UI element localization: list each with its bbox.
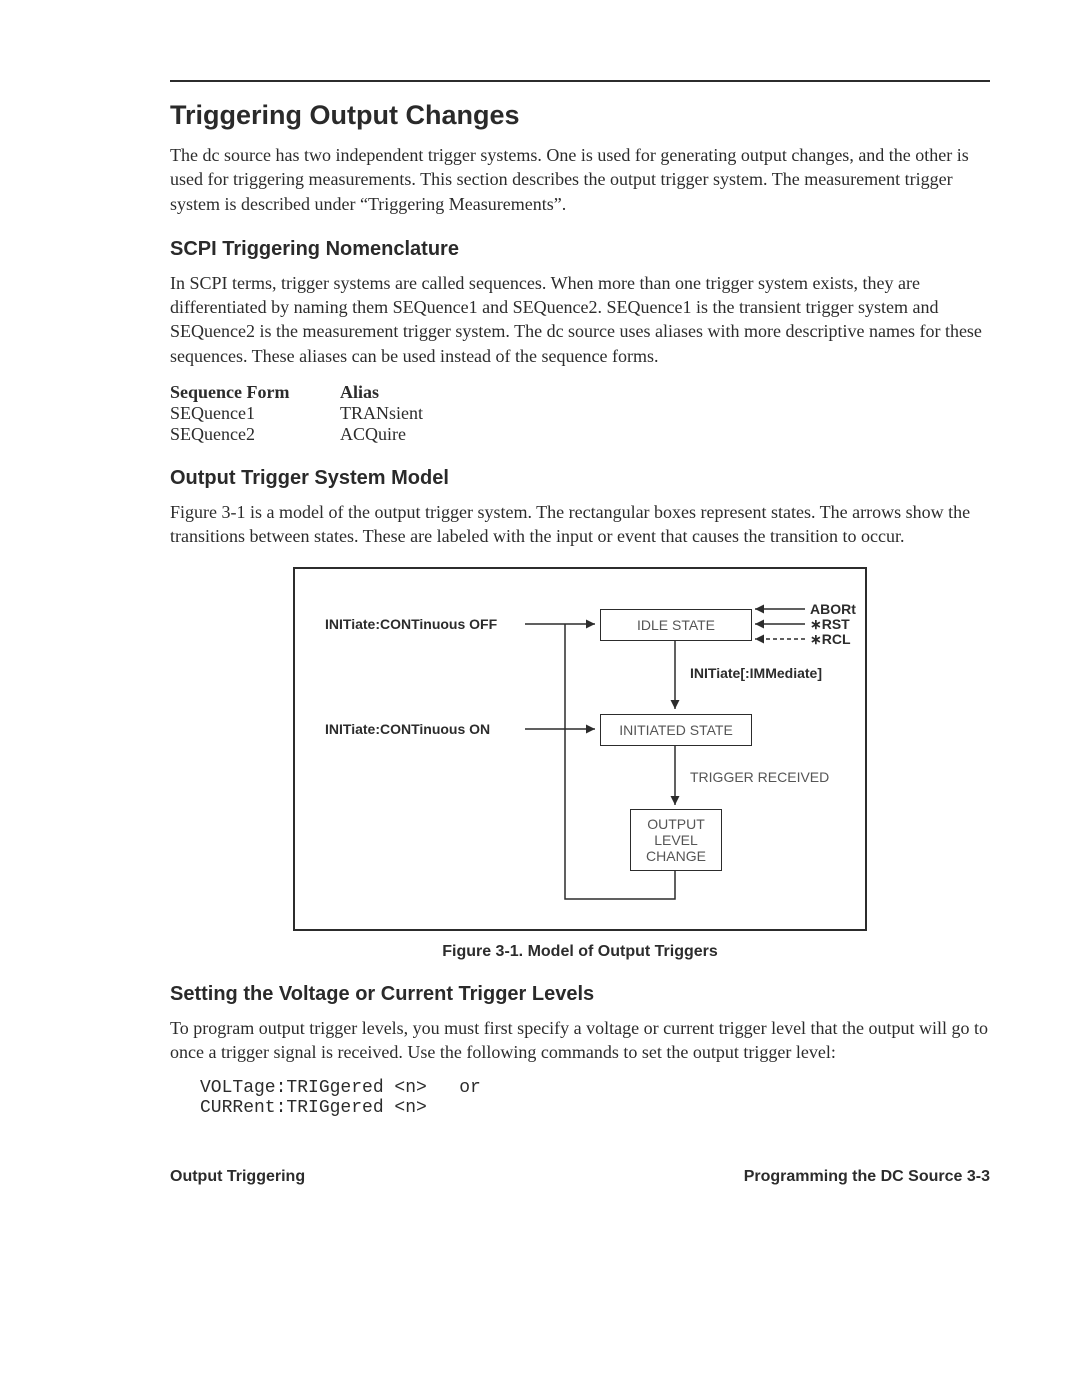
section-levels-paragraph: To program output trigger levels, you mu…: [170, 1016, 990, 1065]
section-scpi-heading: SCPI Triggering Nomenclature: [170, 238, 990, 261]
page: Triggering Output Changes The dc source …: [0, 0, 1080, 1397]
label-rcl: ∗RCL: [810, 631, 851, 648]
section-scpi-paragraph: In SCPI terms, trigger systems are calle…: [170, 271, 990, 368]
table-cell: ACQuire: [340, 424, 423, 445]
sequence-alias-table: Sequence Form SEQuence1 SEQuence2 Alias …: [170, 382, 990, 445]
page-title: Triggering Output Changes: [170, 100, 990, 131]
table-header-sequence: Sequence Form: [170, 382, 340, 403]
section-levels-heading: Setting the Voltage or Current Trigger L…: [170, 983, 990, 1006]
figure-wrapper: INITiate:CONTinuous OFF INITiate:CONTinu…: [170, 567, 990, 931]
label-immediate: INITiate[:IMMediate]: [690, 665, 822, 681]
table-col-sequence: Sequence Form SEQuence1 SEQuence2: [170, 382, 340, 445]
label-continuous-on: INITiate:CONTinuous ON: [325, 721, 490, 737]
node-initiated-state: INITIATED STATE: [600, 714, 752, 746]
label-abort: ABORt: [810, 601, 856, 617]
footer-left: Output Triggering: [170, 1168, 305, 1186]
label-continuous-off: INITiate:CONTinuous OFF: [325, 616, 497, 632]
code-commands: VOLTage:TRIGgered <n> or CURRent:TRIGger…: [200, 1078, 990, 1118]
node-idle-state: IDLE STATE: [600, 609, 752, 641]
node-output-change: OUTPUT LEVEL CHANGE: [630, 809, 722, 871]
table-cell: SEQuence1: [170, 403, 340, 424]
section-model-paragraph: Figure 3-1 is a model of the output trig…: [170, 500, 990, 549]
table-cell: SEQuence2: [170, 424, 340, 445]
top-rule: [170, 80, 990, 82]
page-footer: Output Triggering Programming the DC Sou…: [170, 1168, 990, 1186]
figure-caption: Figure 3-1. Model of Output Triggers: [170, 943, 990, 961]
label-trigger-received: TRIGGER RECEIVED: [690, 769, 829, 785]
footer-right: Programming the DC Source 3-3: [744, 1168, 990, 1186]
table-cell: TRANsient: [340, 403, 423, 424]
output-trigger-diagram: INITiate:CONTinuous OFF INITiate:CONTinu…: [293, 567, 867, 931]
table-col-alias: Alias TRANsient ACQuire: [340, 382, 423, 445]
intro-paragraph: The dc source has two independent trigge…: [170, 143, 990, 216]
table-header-alias: Alias: [340, 382, 423, 403]
section-model-heading: Output Trigger System Model: [170, 467, 990, 490]
